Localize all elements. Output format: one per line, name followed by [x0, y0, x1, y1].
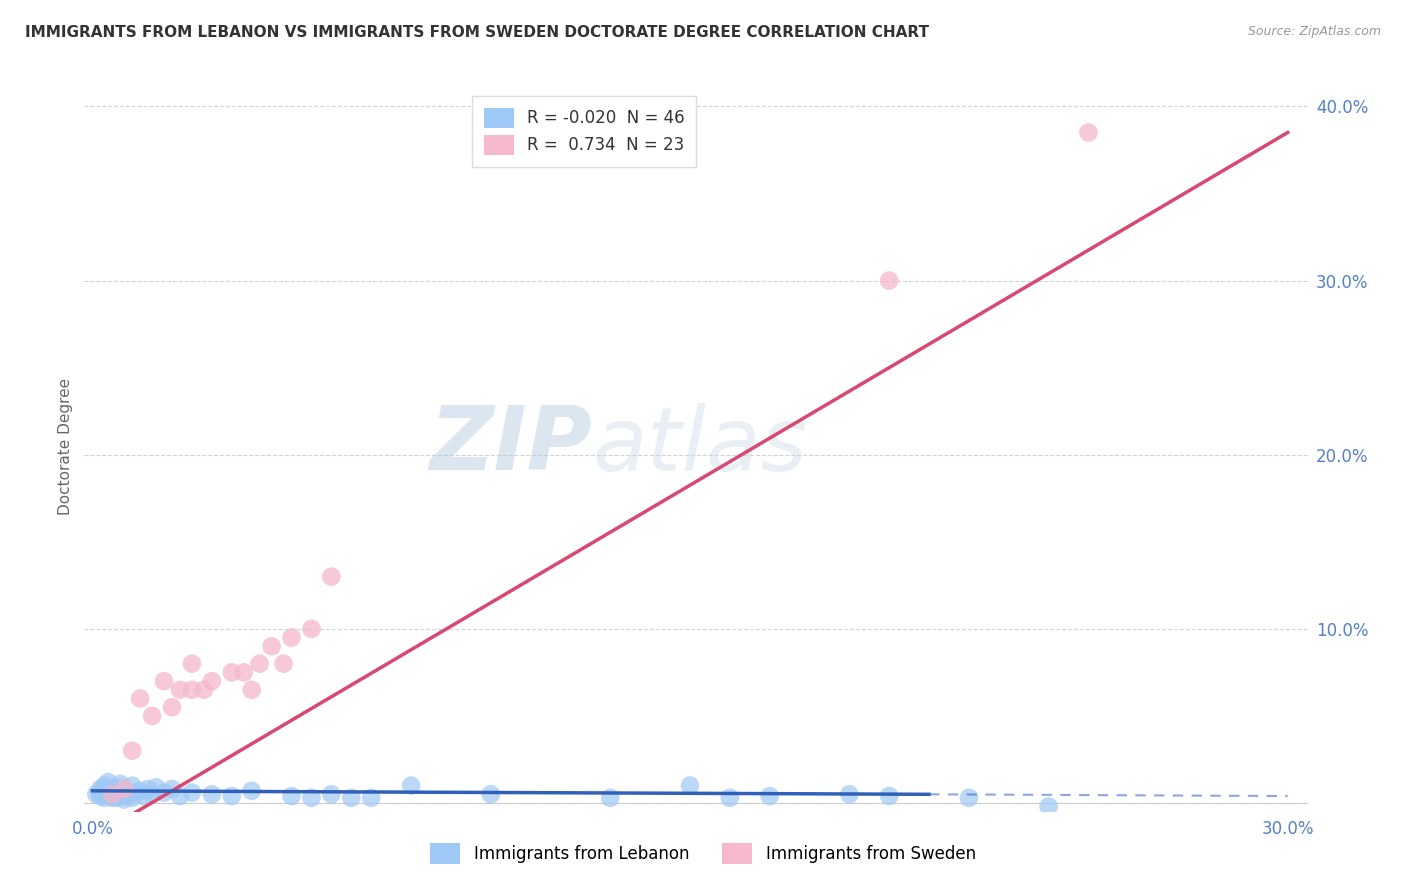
Point: [249, 657, 271, 671]
Point: [273, 657, 295, 671]
Point: [838, 787, 860, 801]
Point: [110, 789, 132, 803]
Point: [141, 787, 163, 801]
Point: [1038, 799, 1060, 814]
Point: [169, 789, 191, 803]
Point: [145, 780, 167, 795]
Point: [160, 700, 183, 714]
Point: [240, 784, 263, 798]
Point: [101, 784, 124, 798]
Point: [340, 790, 363, 805]
Point: [201, 674, 224, 689]
Point: [221, 789, 243, 803]
Point: [93, 779, 115, 793]
Text: Source: ZipAtlas.com: Source: ZipAtlas.com: [1247, 25, 1381, 38]
Point: [877, 789, 900, 803]
Point: [232, 665, 254, 680]
Point: [301, 622, 323, 636]
Point: [280, 631, 302, 645]
Point: [321, 569, 343, 583]
Point: [181, 786, 204, 800]
Point: [121, 744, 143, 758]
Point: [169, 682, 191, 697]
Point: [360, 790, 382, 805]
Point: [134, 789, 156, 803]
Text: atlas: atlas: [592, 403, 807, 489]
Point: [101, 787, 124, 801]
Point: [240, 682, 263, 697]
Point: [181, 682, 204, 697]
Point: [141, 709, 163, 723]
Point: [110, 777, 132, 791]
Point: [112, 782, 135, 797]
Point: [101, 790, 124, 805]
Point: [136, 782, 159, 797]
Point: [201, 787, 224, 801]
Point: [181, 657, 204, 671]
Point: [112, 782, 135, 797]
Point: [479, 787, 502, 801]
Point: [125, 786, 148, 800]
Text: ZIP: ZIP: [429, 402, 592, 490]
Point: [399, 779, 422, 793]
Point: [321, 787, 343, 801]
Point: [260, 640, 283, 654]
Point: [105, 780, 128, 795]
Point: [221, 665, 243, 680]
Point: [97, 775, 120, 789]
Point: [193, 682, 215, 697]
Legend: R = -0.020  N = 46, R =  0.734  N = 23: R = -0.020 N = 46, R = 0.734 N = 23: [472, 96, 696, 167]
Legend: Immigrants from Lebanon, Immigrants from Sweden: Immigrants from Lebanon, Immigrants from…: [423, 837, 983, 871]
Point: [89, 782, 111, 797]
Point: [679, 779, 702, 793]
Point: [599, 790, 621, 805]
Point: [153, 674, 176, 689]
Point: [97, 786, 120, 800]
Y-axis label: Doctorate Degree: Doctorate Degree: [58, 377, 73, 515]
Point: [160, 782, 183, 797]
Point: [280, 789, 302, 803]
Point: [105, 790, 128, 805]
Point: [718, 790, 741, 805]
Point: [758, 789, 780, 803]
Point: [89, 789, 111, 803]
Point: [301, 790, 323, 805]
Point: [117, 787, 139, 801]
Point: [121, 779, 143, 793]
Point: [93, 790, 115, 805]
Point: [112, 792, 135, 806]
Point: [129, 784, 152, 798]
Point: [129, 691, 152, 706]
Text: IMMIGRANTS FROM LEBANON VS IMMIGRANTS FROM SWEDEN DOCTORATE DEGREE CORRELATION C: IMMIGRANTS FROM LEBANON VS IMMIGRANTS FR…: [25, 25, 929, 40]
Point: [121, 790, 143, 805]
Point: [957, 790, 980, 805]
Point: [153, 786, 176, 800]
Point: [877, 274, 900, 288]
Point: [86, 787, 108, 801]
Point: [1077, 126, 1099, 140]
